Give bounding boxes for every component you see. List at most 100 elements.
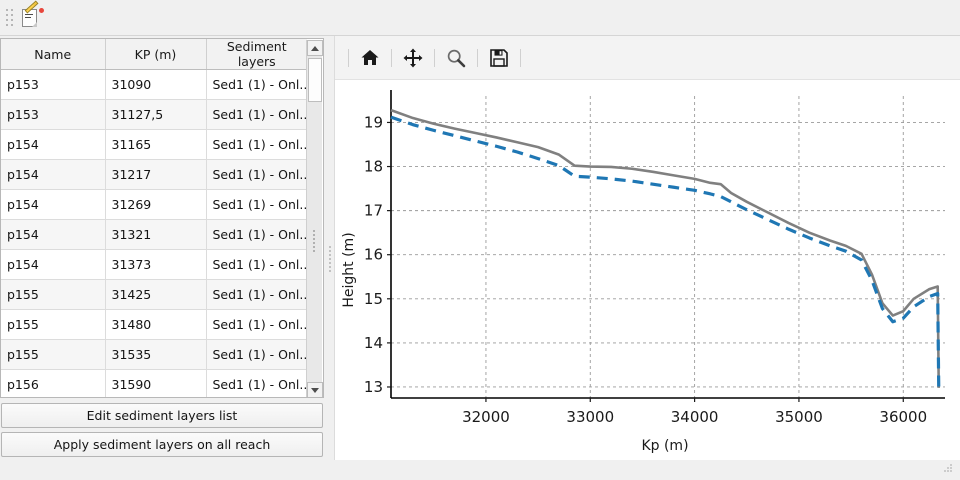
cell-name[interactable]: p155 xyxy=(1,279,106,310)
edit-document-button[interactable] xyxy=(17,0,45,32)
chart-navigation-toolbar xyxy=(335,36,960,80)
sediment-layers-panel: Name KP (m) Sediment layers p153 31090 S… xyxy=(0,36,326,480)
table-row[interactable]: p155 31425 Sed1 (1) - Onl... xyxy=(1,279,307,310)
cell-kp[interactable]: 31425 xyxy=(105,279,207,310)
cell-name[interactable]: p154 xyxy=(1,249,106,280)
home-button[interactable] xyxy=(354,42,386,74)
cell-name[interactable]: p154 xyxy=(1,219,106,250)
x-tick-label: 32000 xyxy=(462,408,510,426)
data-series xyxy=(390,108,941,388)
cell-kp[interactable]: 31165 xyxy=(105,129,207,160)
cell-name[interactable]: p155 xyxy=(1,339,106,370)
axis-spines xyxy=(390,90,945,399)
cell-kp[interactable]: 31269 xyxy=(105,189,207,220)
column-header-sediment[interactable]: Sediment layers xyxy=(206,39,307,70)
x-tick-label: 33000 xyxy=(566,408,614,426)
x-tick-label: 36000 xyxy=(879,408,927,426)
sediment-table-container: Name KP (m) Sediment layers p153 31090 S… xyxy=(0,38,324,398)
cell-name[interactable]: p154 xyxy=(1,159,106,190)
x-tick-label: 34000 xyxy=(671,408,719,426)
table-vertical-scrollbar[interactable] xyxy=(306,40,323,397)
scrollbar-thumb[interactable] xyxy=(308,58,322,102)
height-vs-kp-plot[interactable]: 13 14 15 16 17 18 19 32000 33000 34000 35000 36000… xyxy=(335,80,960,460)
cell-kp[interactable]: 31127,5 xyxy=(105,99,207,130)
y-tick-label: 15 xyxy=(364,290,383,308)
toolbar-separator xyxy=(477,48,478,67)
toolbar-separator xyxy=(391,48,392,67)
panel-splitter[interactable] xyxy=(326,36,334,480)
cell-name[interactable]: p154 xyxy=(1,129,106,160)
scroll-up-button[interactable] xyxy=(307,40,323,56)
chart-panel: 13 14 15 16 17 18 19 32000 33000 34000 35000 36000… xyxy=(334,36,960,460)
scrollbar-grip-dots xyxy=(313,230,317,254)
cell-name[interactable]: p154 xyxy=(1,189,106,220)
cell-sediment[interactable]: Sed1 (1) - Onl... xyxy=(206,369,307,397)
table-row[interactable]: p154 31165 Sed1 (1) - Onl... xyxy=(1,129,307,160)
cell-sediment[interactable]: Sed1 (1) - Onl... xyxy=(206,339,307,370)
edit-sediment-layers-list-button[interactable]: Edit sediment layers list xyxy=(1,403,323,428)
column-header-name[interactable]: Name xyxy=(1,39,106,70)
window-resize-grip[interactable] xyxy=(944,464,957,477)
cell-kp[interactable]: 31590 xyxy=(105,369,207,397)
table-row[interactable]: p153 31090 Sed1 (1) - Onl... xyxy=(1,69,307,100)
cell-sediment[interactable]: Sed1 (1) - Onl... xyxy=(206,279,307,310)
main-toolbar xyxy=(0,0,960,36)
move-icon xyxy=(403,48,423,67)
table-row[interactable]: p154 31217 Sed1 (1) - Onl... xyxy=(1,159,307,190)
cell-sediment[interactable]: Sed1 (1) - Onl... xyxy=(206,99,307,130)
cell-sediment[interactable]: Sed1 (1) - Onl... xyxy=(206,309,307,340)
y-tick-label: 16 xyxy=(364,246,383,264)
y-axis-label: Height (m) xyxy=(341,232,357,307)
column-header-kp[interactable]: KP (m) xyxy=(105,39,207,70)
cell-kp[interactable]: 31321 xyxy=(105,219,207,250)
cell-sediment[interactable]: Sed1 (1) - Onl... xyxy=(206,219,307,250)
cell-kp[interactable]: 31480 xyxy=(105,309,207,340)
table-row[interactable]: p154 31321 Sed1 (1) - Onl... xyxy=(1,219,307,250)
cell-sediment[interactable]: Sed1 (1) - Onl... xyxy=(206,69,307,100)
tick-marks xyxy=(387,121,904,402)
status-strip xyxy=(334,460,960,480)
cell-kp[interactable]: 31090 xyxy=(105,69,207,100)
cell-kp[interactable]: 31217 xyxy=(105,159,207,190)
sediment-table: Name KP (m) Sediment layers p153 31090 S… xyxy=(1,39,307,397)
y-axis-tick-labels: 13 14 15 16 17 18 19 xyxy=(364,113,383,396)
cell-name[interactable]: p155 xyxy=(1,309,106,340)
apply-sediment-layers-button[interactable]: Apply sediment layers on all reach xyxy=(1,432,323,457)
zoom-button[interactable] xyxy=(440,42,472,74)
table-body: p153 31090 Sed1 (1) - Onl... p153 31127,… xyxy=(1,69,307,397)
magnifier-icon xyxy=(447,49,466,67)
cell-name[interactable]: p153 xyxy=(1,69,106,100)
table-header-row: Name KP (m) Sediment layers xyxy=(1,39,307,70)
table-row[interactable]: p156 31590 Sed1 (1) - Onl... xyxy=(1,369,307,397)
save-button[interactable] xyxy=(483,42,515,74)
toolbar-separator xyxy=(434,48,435,67)
scroll-down-button[interactable] xyxy=(307,382,323,397)
cell-name[interactable]: p156 xyxy=(1,369,106,397)
cell-kp[interactable]: 31535 xyxy=(105,339,207,370)
x-axis-tick-labels: 32000 33000 34000 35000 36000 xyxy=(462,408,927,426)
splitter-grip-dots xyxy=(329,246,331,272)
cell-sediment[interactable]: Sed1 (1) - Onl... xyxy=(206,159,307,190)
series-bed-profile xyxy=(390,108,941,388)
cell-sediment[interactable]: Sed1 (1) - Onl... xyxy=(206,189,307,220)
floppy-save-icon xyxy=(490,48,508,67)
table-row[interactable]: p155 31480 Sed1 (1) - Onl... xyxy=(1,309,307,340)
pan-button[interactable] xyxy=(397,42,429,74)
table-row[interactable]: p155 31535 Sed1 (1) - Onl... xyxy=(1,339,307,370)
cell-sediment[interactable]: Sed1 (1) - Onl... xyxy=(206,249,307,280)
y-tick-label: 14 xyxy=(364,334,383,352)
plot-canvas: 13 14 15 16 17 18 19 32000 33000 34000 35000 36000… xyxy=(341,90,945,454)
cell-sediment[interactable]: Sed1 (1) - Onl... xyxy=(206,129,307,160)
home-icon xyxy=(361,49,379,65)
table-row[interactable]: p154 31269 Sed1 (1) - Onl... xyxy=(1,189,307,220)
chevron-down-icon xyxy=(311,387,319,393)
table-row[interactable]: p154 31373 Sed1 (1) - Onl... xyxy=(1,249,307,280)
toolbar-drag-handle[interactable] xyxy=(4,7,14,29)
x-tick-label: 35000 xyxy=(775,408,823,426)
table-row[interactable]: p153 31127,5 Sed1 (1) - Onl... xyxy=(1,99,307,130)
cell-kp[interactable]: 31373 xyxy=(105,249,207,280)
edit-document-icon xyxy=(20,0,44,29)
chevron-up-icon xyxy=(311,45,319,51)
cell-name[interactable]: p153 xyxy=(1,99,106,130)
